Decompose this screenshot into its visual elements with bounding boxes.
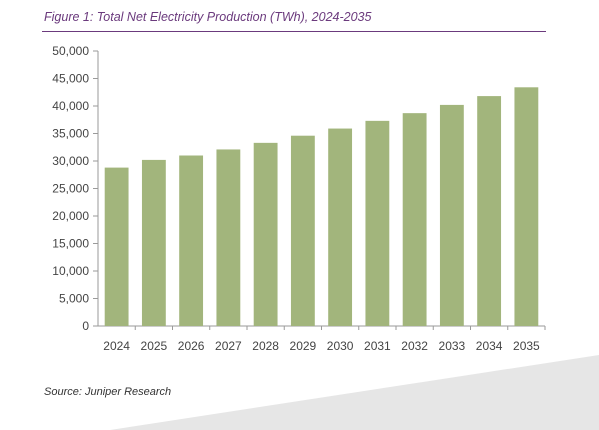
x-tick-label-2032: 2032 [401, 339, 428, 353]
bar-2029 [290, 135, 315, 326]
x-tick-label-2028: 2028 [252, 339, 279, 353]
bar-2035 [514, 87, 539, 326]
bars [104, 87, 539, 327]
bar-2034 [477, 96, 502, 326]
x-tick-label-2035: 2035 [513, 339, 540, 353]
bar-2024 [104, 167, 129, 326]
x-tick-label-2033: 2033 [439, 339, 466, 353]
x-tick-label-2031: 2031 [364, 339, 391, 353]
figure-title: Figure 1: Total Net Electricity Producti… [44, 10, 372, 24]
y-tick-label: 50,000 [52, 44, 89, 58]
bar-2026 [179, 155, 204, 326]
bar-2028 [253, 142, 278, 326]
bar-2033 [439, 104, 464, 327]
y-tick-label: 30,000 [52, 154, 89, 168]
y-tick-label: 40,000 [52, 99, 89, 113]
bar-2031 [365, 120, 390, 326]
x-axis: 2024 2025 2026 2027 2028 2029 2030 2031 2032 2033… [98, 325, 546, 353]
x-tick-label-2030: 2030 [327, 339, 354, 353]
y-tick-label: 20,000 [52, 209, 89, 223]
bar-2027 [216, 149, 241, 326]
source-note: Source: Juniper Research [44, 386, 172, 398]
y-tick-label: 25,000 [52, 182, 89, 196]
title-divider [42, 31, 546, 32]
y-tick-label: 0 [82, 319, 89, 333]
x-tick-label-2027: 2027 [215, 339, 242, 353]
x-tick-label-2024: 2024 [103, 339, 130, 353]
y-tick-label: 10,000 [52, 264, 89, 278]
y-tick-label: 45,000 [52, 72, 89, 86]
y-tick-label: 35,000 [52, 127, 89, 141]
bar-2030 [328, 128, 353, 326]
x-tick-label-2026: 2026 [178, 339, 205, 353]
x-tick-label-2034: 2034 [476, 339, 503, 353]
bar-2032 [402, 113, 427, 327]
x-tick-label-2025: 2025 [141, 339, 168, 353]
y-axis: 0 5,000 10,000 15,000 20,000 25,000 30,000 35,0… [52, 44, 99, 333]
x-tick-label-2029: 2029 [290, 339, 317, 353]
y-tick-label: 5,000 [59, 292, 89, 306]
footer-band-shape [110, 355, 599, 430]
bar-2025 [141, 159, 166, 326]
y-tick-label: 15,000 [52, 237, 89, 251]
